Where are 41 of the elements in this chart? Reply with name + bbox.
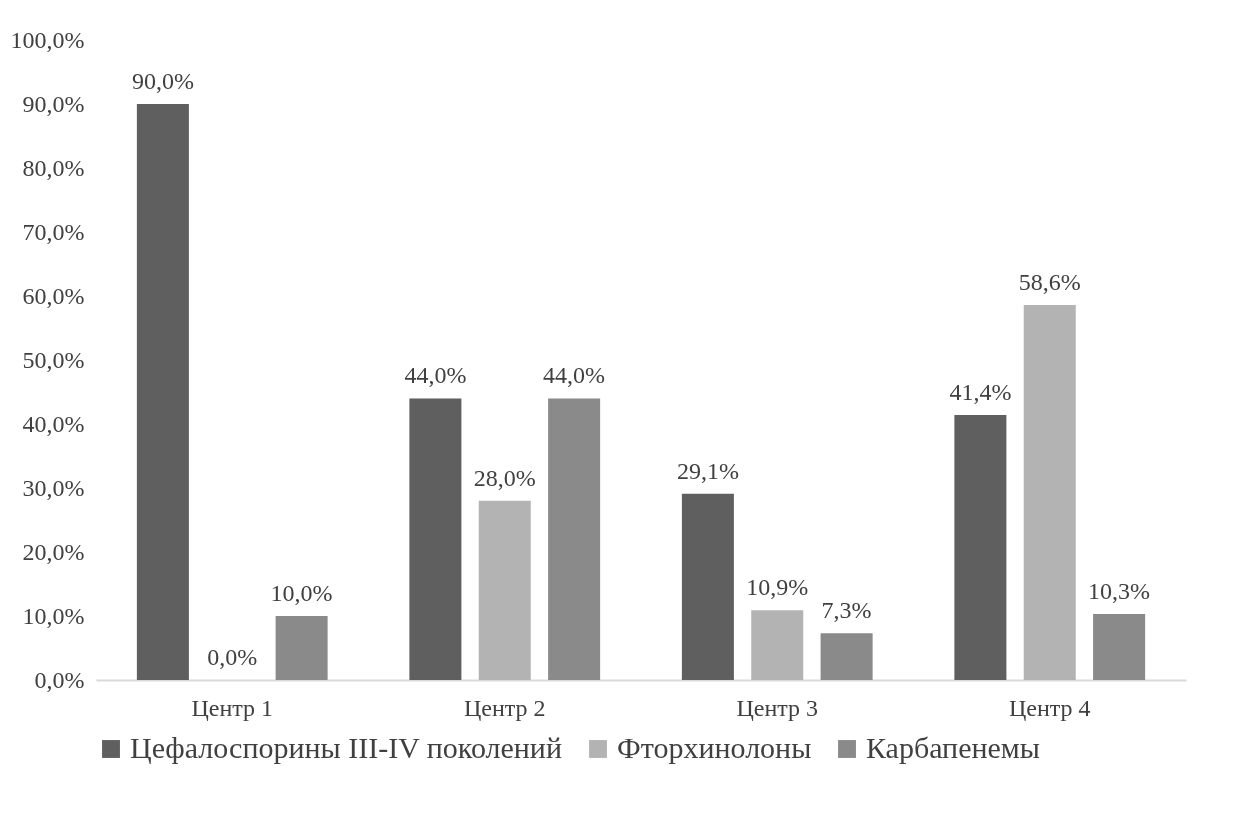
data-label: 44,0%: [543, 362, 606, 389]
x-tick-label: Центр 1: [191, 694, 274, 721]
y-tick-label: 40,0%: [22, 410, 85, 437]
bar: [751, 610, 804, 680]
legend-label: Фторхинолоны: [617, 731, 812, 764]
y-tick-label: 30,0%: [22, 474, 85, 501]
data-label: 10,3%: [1088, 578, 1151, 605]
data-label: 28,0%: [473, 464, 536, 491]
x-tick-label: Центр 3: [736, 694, 819, 721]
data-label: 10,9%: [746, 574, 809, 601]
legend-label: Цефалоспорины III-IV поколений: [130, 731, 562, 764]
data-label: 44,0%: [404, 362, 467, 389]
y-tick-label: 60,0%: [22, 282, 85, 309]
y-tick-label: 80,0%: [22, 154, 85, 181]
bar: [275, 616, 328, 680]
bar: [820, 633, 873, 680]
y-tick-label: 50,0%: [22, 346, 85, 373]
data-label: 7,3%: [821, 597, 872, 624]
data-label: 58,6%: [1018, 268, 1081, 295]
data-label: 41,4%: [949, 379, 1012, 406]
bar: [478, 500, 531, 680]
bar: [409, 398, 462, 680]
y-tick-label: 100,0%: [10, 26, 85, 53]
bar: [548, 398, 601, 680]
data-label: 0,0%: [207, 644, 258, 670]
bar: [681, 493, 734, 680]
data-label: 29,1%: [676, 457, 739, 484]
x-tick-label: Центр 2: [463, 694, 546, 721]
y-tick-label: 90,0%: [22, 90, 85, 117]
bar: [136, 104, 189, 680]
y-tick-label: 0,0%: [34, 666, 85, 693]
y-tick-label: 70,0%: [22, 218, 85, 245]
data-label: 90,0%: [131, 68, 194, 94]
bar: [1023, 304, 1076, 680]
legend-label: Карбапенемы: [866, 731, 1040, 764]
bar: [1093, 614, 1146, 680]
y-tick-label: 20,0%: [22, 538, 85, 565]
bar: [954, 415, 1007, 680]
x-tick-label: Центр 4: [1008, 694, 1091, 721]
y-tick-label: 10,0%: [22, 602, 85, 629]
data-label: 10,0%: [270, 580, 333, 606]
